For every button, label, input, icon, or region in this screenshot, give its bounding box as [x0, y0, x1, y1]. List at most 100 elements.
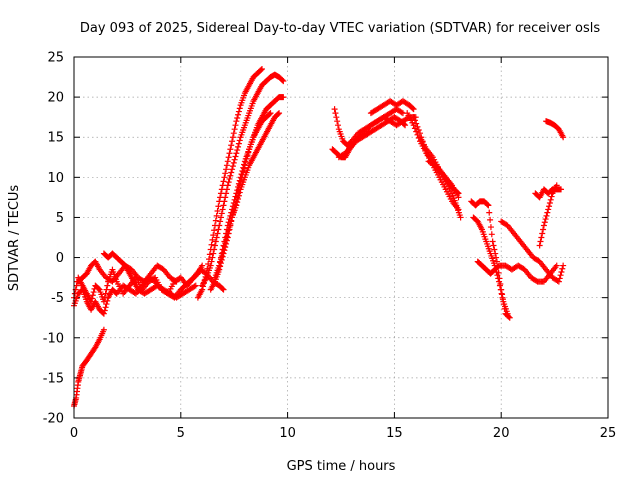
data-point: [236, 177, 243, 184]
data-point: [402, 122, 409, 129]
plot-frame: [73, 56, 609, 419]
data-point: [88, 295, 95, 302]
data-point: [192, 282, 199, 289]
data-point: [411, 117, 418, 124]
data-point: [234, 147, 241, 154]
data-point: [229, 206, 236, 213]
x-tick-label: 5: [177, 426, 185, 441]
data-point: [230, 130, 237, 137]
data-point: [539, 230, 546, 237]
data-point: [222, 234, 229, 241]
data-point: [231, 156, 238, 163]
data-point: [540, 222, 547, 229]
series-seg1: [71, 326, 107, 409]
data-point: [548, 193, 555, 200]
data-point: [332, 110, 339, 117]
series-seg5: [100, 250, 199, 301]
data-point: [212, 217, 219, 224]
data-point: [90, 289, 97, 296]
data-point: [223, 166, 230, 173]
data-point: [230, 159, 237, 166]
data-point: [226, 216, 233, 223]
data-point: [207, 262, 214, 269]
y-tick-label: 15: [47, 131, 64, 146]
x-axis-label: GPS time / hours: [287, 459, 396, 474]
data-point: [218, 210, 225, 217]
data-point: [410, 106, 417, 113]
data-point: [219, 206, 226, 213]
data-point: [544, 209, 551, 216]
series-seg6: [194, 66, 265, 301]
data-point: [223, 186, 230, 193]
data-point: [232, 153, 239, 160]
data-point: [505, 313, 512, 320]
data-point: [208, 258, 215, 265]
data-point: [495, 275, 502, 282]
data-point: [235, 143, 242, 150]
data-point: [280, 94, 287, 101]
data-point: [490, 242, 497, 249]
data-point: [536, 242, 543, 249]
data-point: [543, 212, 550, 219]
data-point: [547, 196, 554, 203]
data-point: [234, 114, 241, 121]
data-point: [541, 219, 548, 226]
data-point: [211, 227, 218, 234]
data-point: [241, 161, 248, 168]
data-point: [226, 175, 233, 182]
series-seg7: [199, 71, 287, 289]
data-point: [279, 77, 286, 84]
series-seg13: [335, 114, 419, 161]
data-point: [415, 127, 422, 134]
data-point: [215, 226, 222, 233]
data-point: [212, 238, 219, 245]
data-point: [410, 114, 417, 121]
data-marks: [71, 66, 567, 409]
data-point: [228, 169, 235, 176]
data-point: [555, 278, 562, 285]
data-point: [225, 219, 232, 226]
data-point: [210, 250, 217, 257]
data-point: [497, 286, 504, 293]
data-point: [258, 66, 265, 73]
data-point: [333, 114, 340, 121]
data-point: [558, 186, 565, 193]
data-point: [553, 182, 560, 189]
data-point: [504, 310, 511, 317]
data-point: [545, 206, 552, 213]
data-point: [206, 251, 213, 258]
data-point: [73, 282, 80, 289]
series-seg24: [536, 182, 560, 249]
data-point: [222, 170, 229, 177]
data-point: [220, 178, 227, 185]
data-point: [101, 307, 108, 314]
series-seg4: [75, 258, 180, 285]
data-point: [457, 214, 464, 221]
data-point: [275, 110, 282, 117]
data-point: [220, 286, 227, 293]
data-point: [488, 231, 495, 238]
data-point: [214, 208, 221, 215]
data-point: [221, 198, 228, 205]
data-point: [455, 194, 462, 201]
y-axis-label: SDTVAR / TECUs: [7, 185, 22, 292]
data-point: [102, 304, 109, 311]
x-tick-labels: 0 5 10 15 20 25: [70, 426, 616, 441]
data-point: [227, 146, 234, 153]
data-point: [229, 138, 236, 145]
data-point: [236, 137, 243, 144]
data-point: [103, 286, 110, 293]
y-tick-labels: -20 -15 -10 -5 0 5 10 15 20 25: [43, 51, 64, 427]
data-point: [487, 224, 494, 231]
data-point: [223, 226, 230, 233]
data-point: [557, 272, 564, 279]
data-point: [229, 166, 236, 173]
data-point: [103, 301, 110, 308]
x-tick-label: 25: [600, 426, 617, 441]
data-point: [227, 172, 234, 179]
y-tick-label: -15: [43, 371, 64, 386]
y-tick-label: 10: [47, 171, 64, 186]
data-point: [230, 200, 237, 207]
